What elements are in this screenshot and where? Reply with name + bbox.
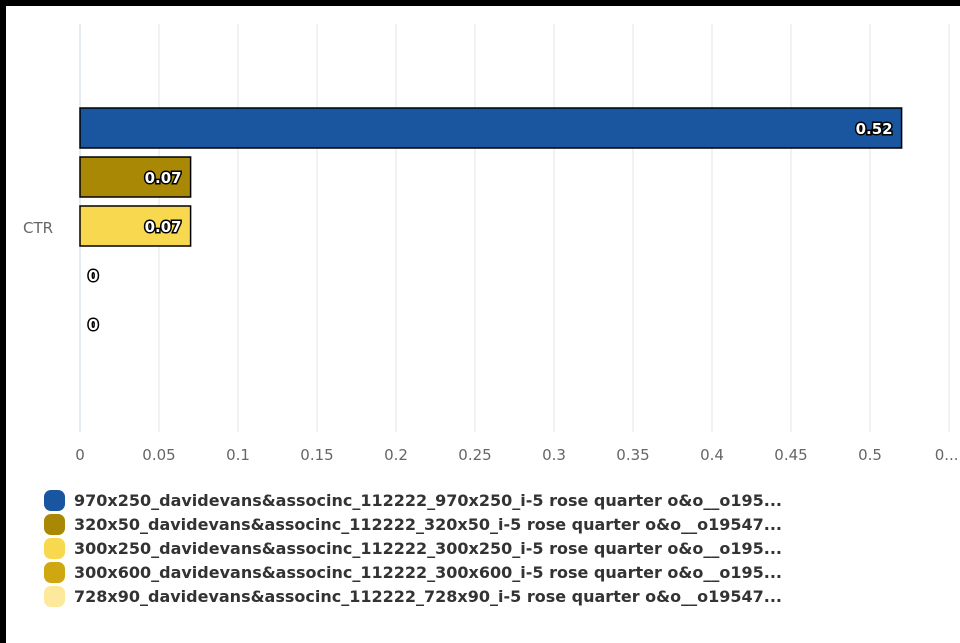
chart-frame: 0.52 0.07 0.07 0 0 0 0.05 0.1 0.15 0.2 0.25 0.3 0.3… [6, 6, 960, 643]
axis: 0 0.05 0.1 0.15 0.2 0.25 0.3 0.35 0.4 0.45 0.5 0...… [23, 219, 960, 464]
category-label: CTR [23, 219, 53, 237]
legend-item[interactable]: 970x250_davidevans&associnc_112222_970x2… [44, 490, 782, 511]
x-tick-label: 0.45 [774, 446, 807, 464]
legend-swatch [44, 490, 65, 511]
legend-item[interactable]: 728x90_davidevans&associnc_112222_728x90… [44, 586, 782, 607]
x-tick-label: 0.15 [300, 446, 333, 464]
x-tick-label: 0.... [935, 446, 960, 464]
legend-item[interactable]: 300x250_davidevans&associnc_112222_300x2… [44, 538, 782, 559]
data-label: 0.07 [145, 218, 182, 236]
x-tick-label: 0.2 [384, 446, 408, 464]
gridlines [79, 24, 950, 432]
bar[interactable] [79, 107, 903, 149]
legend-label: 728x90_davidevans&associnc_112222_728x90… [74, 587, 782, 606]
data-label: 0.07 [145, 169, 182, 187]
bars [79, 107, 903, 247]
data-labels: 0.52 0.07 0.07 0 0 [87, 119, 895, 336]
legend-swatch [44, 538, 65, 559]
data-label: 0.52 [856, 120, 893, 138]
x-tick-label: 0.35 [616, 446, 649, 464]
x-tick-label: 0.25 [458, 446, 491, 464]
x-tick-label: 0.3 [542, 446, 566, 464]
legend[interactable]: 970x250_davidevans&associnc_112222_970x2… [44, 490, 782, 607]
data-label: 0 [88, 267, 98, 285]
bar-chart: 0.52 0.07 0.07 0 0 0 0.05 0.1 0.15 0.2 0.25 0.3 0.3… [23, 24, 960, 607]
legend-item[interactable]: 320x50_davidevans&associnc_112222_320x50… [44, 514, 782, 535]
legend-label: 320x50_davidevans&associnc_112222_320x50… [74, 515, 782, 534]
data-label: 0 [88, 316, 98, 334]
x-tick-label: 0.4 [700, 446, 724, 464]
legend-swatch [44, 586, 65, 607]
x-tick-label: 0.05 [142, 446, 175, 464]
x-tick-label: 0.1 [226, 446, 250, 464]
legend-item[interactable]: 300x600_davidevans&associnc_112222_300x6… [44, 562, 782, 583]
legend-label: 300x600_davidevans&associnc_112222_300x6… [74, 563, 782, 582]
legend-swatch [44, 514, 65, 535]
x-tick-label: 0 [75, 446, 85, 464]
legend-label: 970x250_davidevans&associnc_112222_970x2… [74, 491, 782, 510]
legend-label: 300x250_davidevans&associnc_112222_300x2… [74, 539, 782, 558]
x-tick-label: 0.5 [858, 446, 882, 464]
bar[interactable] [79, 205, 192, 247]
legend-swatch [44, 562, 65, 583]
bar[interactable] [79, 156, 192, 198]
